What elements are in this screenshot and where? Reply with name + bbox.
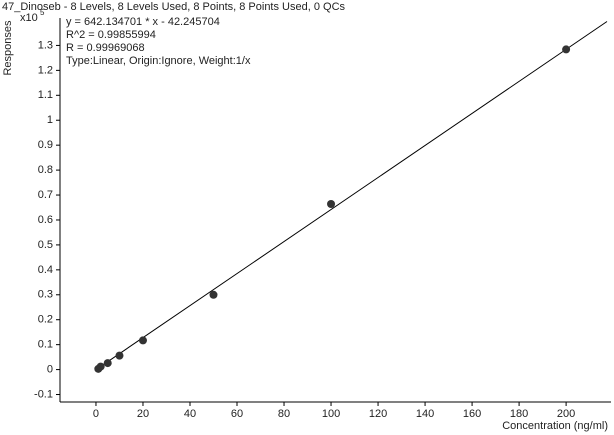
data-point	[209, 290, 218, 299]
y-tick-label: 0.9	[38, 139, 53, 151]
y-unit-exponent: 5	[40, 8, 45, 17]
x-tick-label: 140	[416, 408, 434, 420]
x-tick-label: 160	[463, 408, 481, 420]
x-tick-label: 60	[231, 408, 243, 420]
x-tick-label: 40	[184, 408, 196, 420]
y-tick-label: 1.3	[38, 39, 53, 51]
y-tick-label: 0.8	[38, 164, 53, 176]
annotation: R = 0.99969068	[66, 42, 145, 54]
y-tick-label: 1	[47, 114, 53, 126]
x-tick-label: 100	[322, 408, 340, 420]
x-tick-label: 0	[93, 408, 99, 420]
y-tick-label: -0.1	[34, 388, 53, 400]
y-tick-label: 0.5	[38, 239, 53, 251]
y-axis-label: Responses	[2, 20, 14, 76]
y-tick-label: 0.2	[38, 314, 53, 326]
y-tick-label: 0.6	[38, 214, 53, 226]
annotation: Type:Linear, Origin:Ignore, Weight:1/x	[66, 55, 251, 67]
x-tick-label: 80	[278, 408, 290, 420]
y-tick-label: 0.3	[38, 289, 53, 301]
y-tick-label: 1.2	[38, 64, 53, 76]
y-unit-label: x10	[20, 12, 38, 24]
y-tick-label: 0.4	[38, 264, 53, 276]
x-tick-label: 20	[137, 408, 149, 420]
data-point	[115, 351, 124, 360]
y-tick-label: 0	[47, 363, 53, 375]
annotation: R^2 = 0.99855994	[66, 29, 156, 41]
data-point	[327, 200, 336, 209]
x-tick-label: 180	[510, 408, 528, 420]
data-point	[138, 336, 147, 345]
y-tick-label: 0.1	[38, 339, 53, 351]
x-tick-label: 120	[369, 408, 387, 420]
annotation: y = 642.134701 * x - 42.245704	[66, 16, 220, 28]
y-tick-label: 0.7	[38, 189, 53, 201]
fit-line	[95, 21, 608, 371]
x-tick-label: 200	[557, 408, 575, 420]
x-axis-label: Concentration (ng/ml)	[502, 420, 608, 432]
chart-title: 47_Dinoseb - 8 Levels, 8 Levels Used, 8 …	[2, 1, 346, 13]
data-point	[103, 359, 112, 368]
data-point	[96, 362, 105, 371]
data-point	[562, 45, 571, 54]
y-tick-label: 1.1	[38, 89, 53, 101]
